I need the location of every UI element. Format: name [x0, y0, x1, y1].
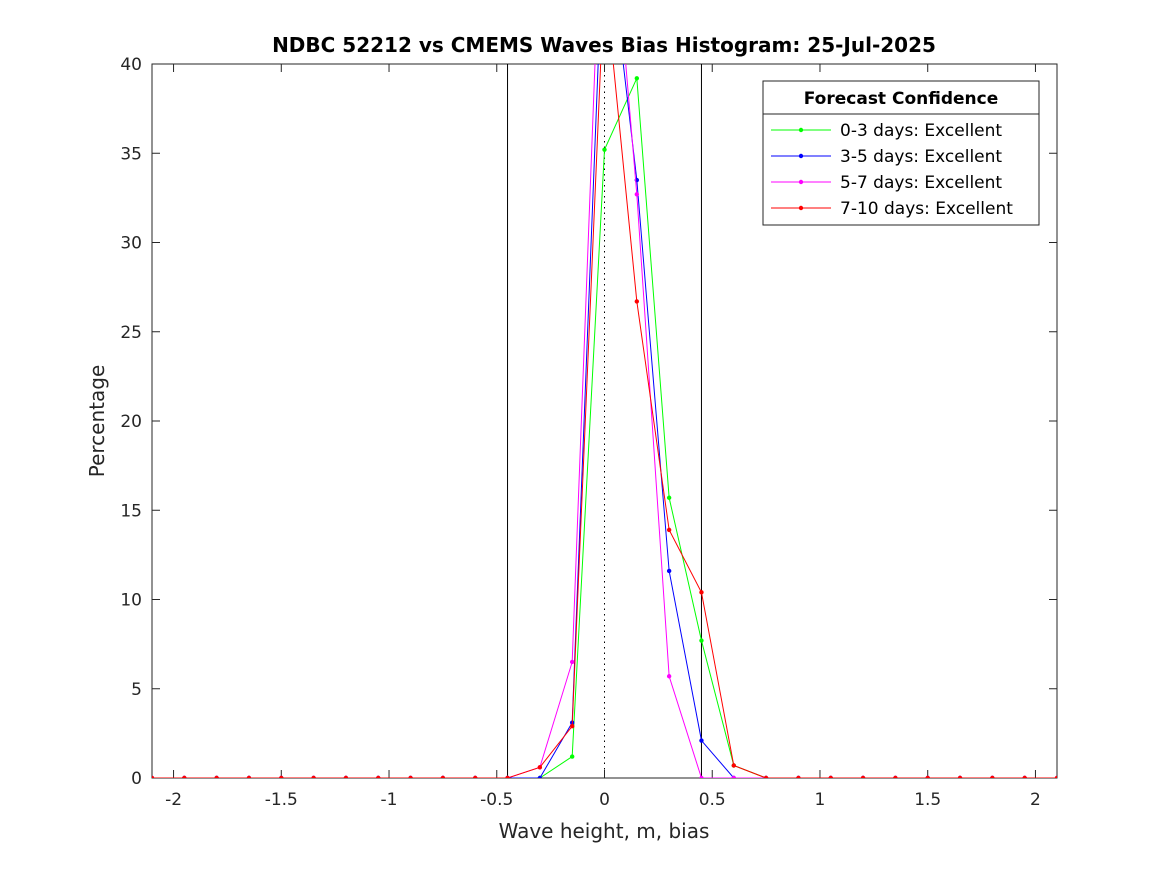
- data-point: [666, 495, 672, 500]
- data-point: [763, 775, 769, 778]
- data-point: [505, 775, 510, 778]
- legend-entry: 0-3 days: Excellent: [771, 121, 1002, 141]
- data-point: [666, 674, 672, 679]
- x-tick-label: -2: [165, 790, 182, 810]
- legend-swatch-marker: [798, 179, 804, 185]
- legend-label: 5-7 days: Excellent: [840, 173, 1002, 193]
- y-tick-label: 30: [120, 234, 142, 254]
- axis-ticks: [152, 63, 1057, 779]
- legend-swatch-marker: [798, 205, 804, 211]
- data-point: [602, 147, 607, 152]
- reference-lines: [507, 64, 702, 778]
- y-tick-labels: 0 5 10 15 20 25 30 35 40: [120, 55, 142, 789]
- data-point: [473, 775, 478, 778]
- x-tick-label: -0.5: [480, 790, 513, 810]
- x-tick-label: 0.5: [699, 790, 726, 810]
- x-tick-label: 0: [599, 790, 610, 810]
- data-point: [634, 192, 640, 197]
- data-point: [699, 775, 704, 778]
- legend-swatch-marker: [798, 127, 804, 133]
- x-tick-labels: -2 -1.5 -1 -0.5 0 0.5 1 1.5 2: [165, 790, 1041, 810]
- chart-title: NDBC 52212 vs CMEMS Waves Bias Histogram…: [272, 33, 936, 57]
- data-point: [279, 775, 284, 778]
- data-point: [1022, 775, 1027, 778]
- data-point: [666, 527, 672, 533]
- data-point: [537, 775, 543, 778]
- data-point: [699, 738, 704, 743]
- data-point: [699, 590, 704, 595]
- x-tick-label: 2: [1030, 790, 1041, 810]
- data-point: [343, 775, 349, 778]
- x-tick-label: -1: [381, 790, 398, 810]
- y-tick-label: 40: [120, 55, 142, 75]
- y-axis-label: Percentage: [85, 365, 109, 478]
- data-point: [440, 775, 446, 778]
- legend: Forecast Confidence 0-3 days: Excellent 3…: [762, 80, 1040, 226]
- data-point: [957, 775, 963, 778]
- legend-label: 0-3 days: Excellent: [840, 121, 1002, 141]
- legend-label: 3-5 days: Excellent: [840, 147, 1002, 167]
- data-point: [311, 775, 316, 778]
- y-tick-label: 15: [120, 501, 142, 521]
- data-point: [569, 754, 575, 759]
- data-point: [376, 775, 381, 778]
- series-layer: [152, 64, 1057, 778]
- data-point: [569, 724, 575, 729]
- legend-swatch-marker: [798, 153, 804, 159]
- data-point: [1054, 775, 1057, 778]
- data-point: [731, 775, 736, 778]
- data-point: [634, 299, 640, 304]
- legend-label: 7-10 days: Excellent: [840, 199, 1013, 219]
- data-point: [408, 775, 413, 778]
- data-point: [796, 775, 801, 778]
- data-point: [537, 765, 543, 770]
- data-point: [246, 775, 252, 778]
- series-4: [152, 64, 1057, 778]
- data-point: [666, 568, 672, 574]
- x-tick-label: -1.5: [265, 790, 298, 810]
- legend-entry: 5-7 days: Excellent: [771, 173, 1002, 193]
- data-point: [925, 775, 930, 778]
- data-point: [828, 775, 833, 778]
- legend-entry: 7-10 days: Excellent: [771, 199, 1013, 219]
- legend-entries: 0-3 days: Excellent 3-5 days: Excellent 5-…: [771, 121, 1013, 219]
- data-point: [634, 76, 640, 81]
- data-point: [990, 775, 995, 778]
- x-tick-label: 1.5: [914, 790, 941, 810]
- y-tick-label: 35: [120, 144, 142, 164]
- data-point: [569, 659, 575, 665]
- y-tick-label: 25: [120, 323, 142, 343]
- legend-title: Forecast Confidence: [804, 89, 999, 109]
- y-tick-label: 20: [120, 412, 142, 432]
- legend-box: [762, 80, 1040, 226]
- data-point: [152, 775, 155, 778]
- y-tick-label: 0: [131, 769, 142, 789]
- x-tick-label: 1: [815, 790, 826, 810]
- data-point: [182, 775, 187, 778]
- data-point: [860, 775, 866, 778]
- y-tick-label: 10: [120, 591, 142, 611]
- data-point: [699, 638, 704, 643]
- data-point: [731, 763, 736, 768]
- data-point: [214, 775, 219, 778]
- y-tick-label: 5: [131, 680, 142, 700]
- data-point: [893, 775, 898, 778]
- x-axis-label: Wave height, m, bias: [499, 819, 710, 843]
- legend-entry: 3-5 days: Excellent: [771, 147, 1002, 167]
